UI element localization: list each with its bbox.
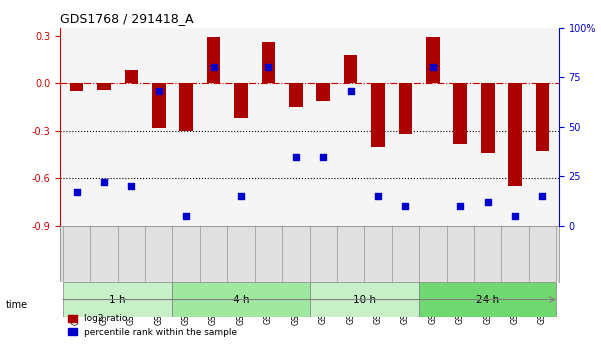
Bar bbox=[179, 83, 193, 131]
Point bbox=[154, 88, 163, 94]
Point bbox=[319, 154, 328, 159]
Legend: log2 ratio, percentile rank within the sample: log2 ratio, percentile rank within the s… bbox=[65, 311, 241, 341]
Bar bbox=[207, 37, 221, 83]
Bar bbox=[97, 83, 111, 90]
Text: 1 h: 1 h bbox=[109, 295, 126, 305]
Bar bbox=[344, 55, 358, 83]
Point bbox=[72, 190, 81, 195]
Bar bbox=[234, 83, 248, 118]
Text: GDS1768 / 291418_A: GDS1768 / 291418_A bbox=[60, 12, 194, 25]
Text: time: time bbox=[6, 300, 28, 310]
Point bbox=[127, 184, 136, 189]
Point bbox=[182, 214, 191, 219]
Bar bbox=[70, 83, 84, 91]
Bar bbox=[535, 83, 549, 151]
FancyBboxPatch shape bbox=[63, 283, 172, 317]
Bar bbox=[426, 37, 440, 83]
Bar bbox=[316, 83, 330, 101]
Point bbox=[346, 88, 355, 94]
Bar bbox=[453, 83, 467, 144]
Bar bbox=[289, 83, 303, 107]
Text: 10 h: 10 h bbox=[353, 295, 376, 305]
Text: 4 h: 4 h bbox=[233, 295, 249, 305]
Point bbox=[510, 214, 520, 219]
Point bbox=[428, 65, 438, 70]
Point bbox=[373, 194, 383, 199]
Bar bbox=[398, 83, 412, 134]
Point bbox=[264, 65, 273, 70]
Bar bbox=[152, 83, 166, 128]
Bar bbox=[371, 83, 385, 147]
FancyBboxPatch shape bbox=[419, 283, 556, 317]
FancyBboxPatch shape bbox=[172, 283, 310, 317]
Point bbox=[538, 194, 548, 199]
Bar bbox=[124, 70, 138, 83]
Point bbox=[401, 204, 410, 209]
Point bbox=[291, 154, 300, 159]
Bar bbox=[481, 83, 495, 153]
Point bbox=[483, 199, 492, 205]
Bar bbox=[261, 42, 275, 83]
Text: 24 h: 24 h bbox=[476, 295, 499, 305]
FancyBboxPatch shape bbox=[310, 283, 419, 317]
Point bbox=[209, 65, 218, 70]
Bar bbox=[508, 83, 522, 186]
Point bbox=[99, 180, 109, 185]
Point bbox=[236, 194, 246, 199]
Point bbox=[456, 204, 465, 209]
